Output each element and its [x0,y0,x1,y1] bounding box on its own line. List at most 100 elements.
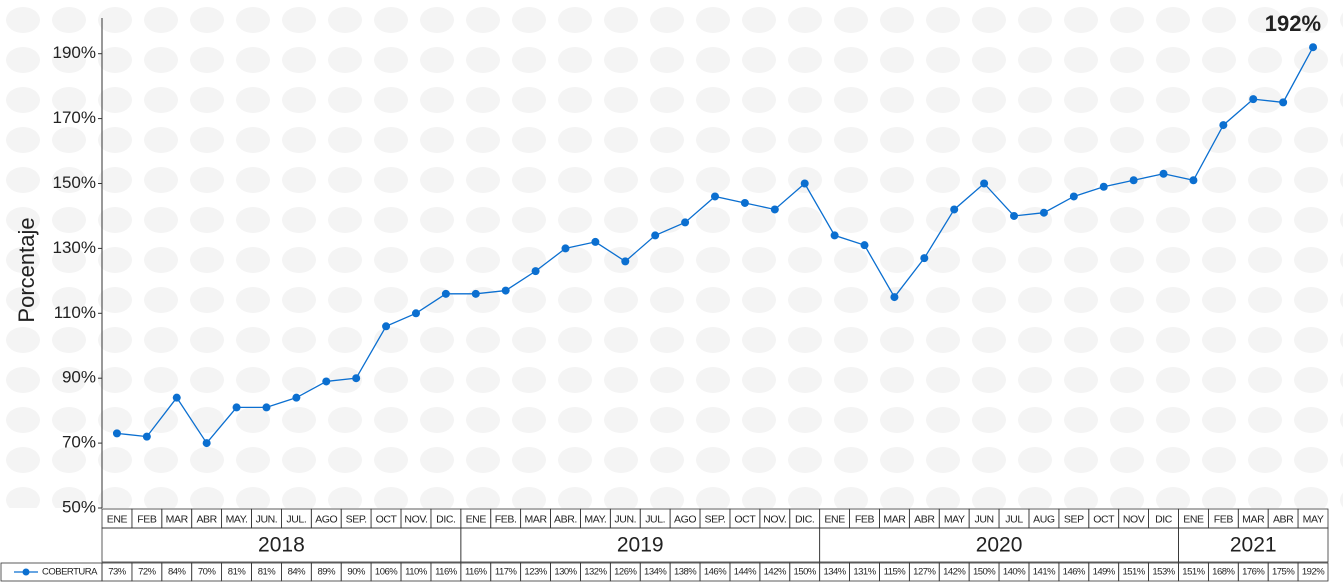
value-label: 141% [1033,567,1056,578]
point [1039,208,1048,217]
point [531,267,540,276]
value-label: 144% [734,567,757,578]
x-tick-label: NOV [1123,513,1145,525]
year-label: 2019 [617,534,664,557]
point [950,205,959,214]
y-tick-label: 90% [62,368,96,387]
last-value-annotation: 192% [1265,11,1321,36]
point [142,432,151,441]
value-label: 130% [554,567,577,578]
point [1189,176,1198,185]
value-label: 117% [495,567,518,578]
value-label: 153% [1152,567,1175,578]
point [501,286,510,295]
x-tick-label: AGO [315,513,337,525]
x-tick-label: MAR [1242,513,1265,525]
year-cell [1178,527,1329,563]
point [830,231,839,240]
point [1309,43,1318,52]
point [621,257,630,266]
value-label: 116% [465,567,488,578]
x-tick-label: NOV. [404,513,427,525]
value-label: 175% [1272,567,1295,578]
x-tick-label: MAY. [584,513,606,525]
value-label: 146% [704,567,727,578]
x-tick-label: ENE [466,513,487,525]
point [711,192,719,201]
y-tick-label: 110% [54,303,96,322]
x-tick-label: DIC. [436,513,455,525]
x-tick-label: SEP. [705,513,726,525]
x-tick-label: SEP. [346,513,367,525]
value-label: 134% [644,567,667,578]
x-tick-label: AUG [1033,513,1055,525]
value-label: 140% [1003,567,1026,578]
x-tick-label: JUL. [645,513,665,525]
point [681,218,690,227]
x-tick-label: OCT [376,513,398,525]
point [1010,211,1019,220]
value-label: 176% [1242,567,1265,578]
x-tick-label: MAY [944,513,965,525]
x-tick-label: ABR [196,513,217,525]
point [800,179,809,188]
x-tick-label: MAR [883,513,906,525]
value-label: 151% [1122,567,1145,578]
point [1249,95,1258,104]
x-tick-label: ABR. [554,513,577,525]
point [1279,98,1288,107]
point [322,377,331,386]
value-label: 142% [943,567,966,578]
point [651,231,660,240]
value-label: 142% [764,567,787,578]
x-tick-label: FEB [137,513,157,525]
point [232,403,241,412]
value-label: 192% [1302,567,1325,578]
point [860,241,869,250]
x-tick-label: JUN. [256,513,278,525]
point [441,289,450,298]
point [352,374,361,383]
value-label: 84% [168,567,187,578]
value-label: 81% [258,567,277,578]
point [172,393,181,402]
value-label: 110% [405,567,428,578]
x-tick-label: JUL [1005,513,1023,525]
x-tick-label: MAY. [226,513,248,525]
value-label: 138% [674,567,697,578]
point [471,289,480,298]
x-tick-label: NOV. [763,513,786,525]
y-axis-label: Porcentaje [14,217,39,322]
x-tick-label: ENE [1183,513,1204,525]
point [411,309,420,318]
point [980,179,989,188]
x-tick-label: JUN. [614,513,636,525]
value-label: 132% [584,567,607,578]
value-cell [1297,562,1329,582]
x-tick-label: MAY [1303,513,1324,525]
x-tick-label: SEP [1064,513,1084,525]
point [770,205,779,214]
y-tick-label: 170% [53,108,96,127]
x-tick-label: FEB [1214,513,1234,525]
x-tick-label: ABR [914,513,935,525]
point [920,254,929,263]
point [1099,182,1108,191]
point [890,293,899,302]
legend-label: COBERTURA [42,567,98,578]
value-label: 146% [1063,567,1086,578]
x-tick-label: FEB [855,513,875,525]
year-label: 2018 [258,534,305,557]
value-label: 84% [288,567,307,578]
x-tick-label: ABR [1273,513,1294,525]
x-tick-label: ENE [824,513,845,525]
background [0,0,1343,508]
x-tick-label: ENE [107,513,128,525]
point [202,439,211,448]
point [1069,192,1078,201]
value-label: 116% [435,567,458,578]
x-tick-label: DIC. [795,513,814,525]
x-tick-label: OCT [1093,513,1115,525]
point [112,429,121,438]
y-tick-label: 130% [53,238,96,257]
